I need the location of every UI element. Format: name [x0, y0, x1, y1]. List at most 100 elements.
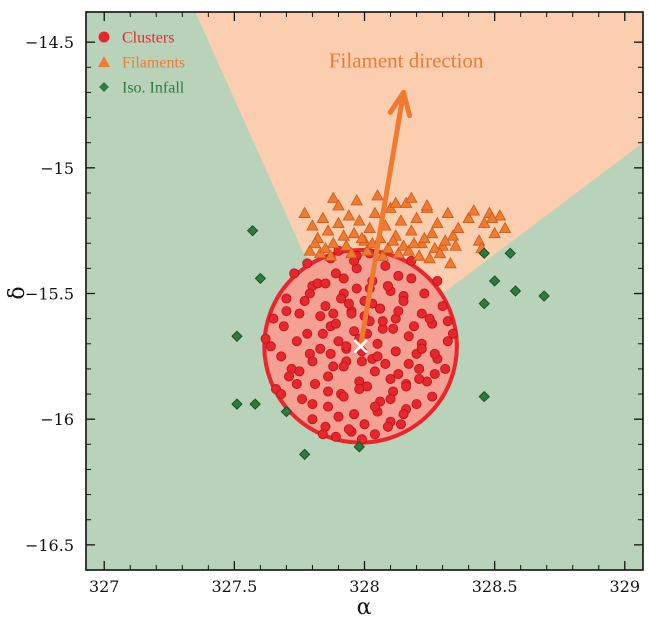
clusters-point [414, 373, 425, 384]
filaments-point [444, 256, 457, 269]
clusters-point [304, 288, 315, 299]
clusters-point [289, 268, 300, 279]
filaments-point [441, 206, 455, 218]
clusters-point [437, 301, 448, 312]
clusters-point [333, 245, 344, 256]
clusters-point [346, 308, 357, 319]
clusters-point [281, 306, 292, 317]
filaments-point [308, 236, 322, 249]
iso-infall-point [353, 441, 366, 453]
clusters-point [343, 424, 354, 435]
clusters-point [429, 368, 440, 379]
clusters-point [390, 346, 401, 357]
filaments-point [389, 196, 403, 208]
clusters-point [310, 378, 321, 389]
filaments-point [405, 191, 418, 203]
iso-infall-point [478, 247, 490, 260]
clusters-point [377, 316, 388, 327]
filaments-point [306, 219, 319, 231]
clusters-point [320, 301, 331, 312]
clusters-point [323, 401, 334, 412]
filaments-point [425, 226, 439, 239]
clusters-point [297, 394, 308, 405]
filaments-point [438, 234, 452, 246]
x-axis-title: α [357, 595, 372, 620]
filaments-point [353, 214, 366, 226]
clusters-point [302, 258, 313, 269]
iso-infall-point [246, 224, 259, 237]
clusters-point [372, 338, 383, 349]
clusters-point [408, 321, 419, 332]
clusters-point [268, 313, 279, 324]
clusters-point [333, 336, 344, 347]
axis-ticks: 327 327.5 328 328.5 329 −14.5 −15 −15.5 −16 −16.5 [25, 12, 643, 596]
clusters-point [338, 361, 349, 372]
filament-direction-arrow-head [387, 89, 413, 119]
filaments-point [340, 239, 353, 251]
clusters-point [382, 280, 393, 291]
filaments-point [410, 211, 423, 223]
filaments-point [423, 251, 436, 264]
filaments-point [428, 241, 442, 254]
iso-infall-point [538, 290, 550, 302]
filaments-series [298, 189, 512, 269]
legend: Clusters Filaments Iso. Infall [98, 30, 185, 97]
filaments-point [485, 211, 499, 223]
legend-marker [98, 56, 110, 67]
filaments-point [316, 211, 330, 223]
clusters-point [447, 328, 458, 339]
clusters-point [406, 255, 417, 266]
clusters-point [414, 363, 425, 374]
clusters-point [338, 273, 349, 284]
y-axis-title: δ [5, 286, 30, 299]
filaments-point [326, 236, 340, 249]
filaments-point [412, 249, 426, 261]
clusters-point [375, 303, 386, 314]
iso-infall-point [280, 405, 293, 418]
filaments-point [420, 199, 434, 211]
filaments-point [449, 239, 462, 251]
clusters-point [307, 399, 318, 410]
clusters-point [278, 321, 289, 332]
y-tick-label: −16.5 [25, 536, 74, 555]
filaments-point [462, 211, 475, 223]
x-tick-label: 327 [89, 577, 120, 596]
y-tick-label: −14.5 [25, 33, 74, 52]
filaments-point [345, 246, 358, 259]
clusters-point [429, 348, 440, 359]
clusters-point [419, 288, 430, 299]
clusters-point [315, 311, 326, 322]
clusters-point [395, 419, 406, 430]
clusters-point [291, 336, 302, 347]
infall-series [231, 224, 550, 461]
clusters-point [369, 401, 380, 412]
filaments-point [303, 244, 317, 256]
x-tick-label: 328.5 [472, 577, 518, 596]
iso-infall-point [478, 297, 490, 310]
filaments-point [394, 214, 408, 226]
clusters-point [284, 371, 295, 382]
clusters-point [403, 331, 414, 342]
filaments-point [405, 224, 418, 236]
clusters-point [393, 368, 404, 379]
filaments-point [433, 246, 447, 259]
filaments-point [324, 249, 337, 261]
y-tick-label: −16 [40, 410, 74, 429]
clusters-point [398, 296, 409, 307]
clusters-point [276, 389, 287, 400]
clusters-point [265, 341, 276, 352]
clusters-point [349, 326, 360, 337]
clusters-point [424, 313, 435, 324]
legend-label: Filaments [122, 55, 185, 72]
clusters-point [385, 394, 396, 405]
filaments-point [386, 234, 400, 246]
clusters-point [403, 358, 414, 369]
clusters-point [356, 356, 367, 367]
clusters-point [382, 421, 393, 432]
clusters-point [317, 429, 328, 440]
clusters-point [320, 278, 331, 289]
iso-infall-point [231, 398, 243, 410]
clusters-point [294, 366, 305, 377]
iso-infall-point [231, 330, 243, 342]
